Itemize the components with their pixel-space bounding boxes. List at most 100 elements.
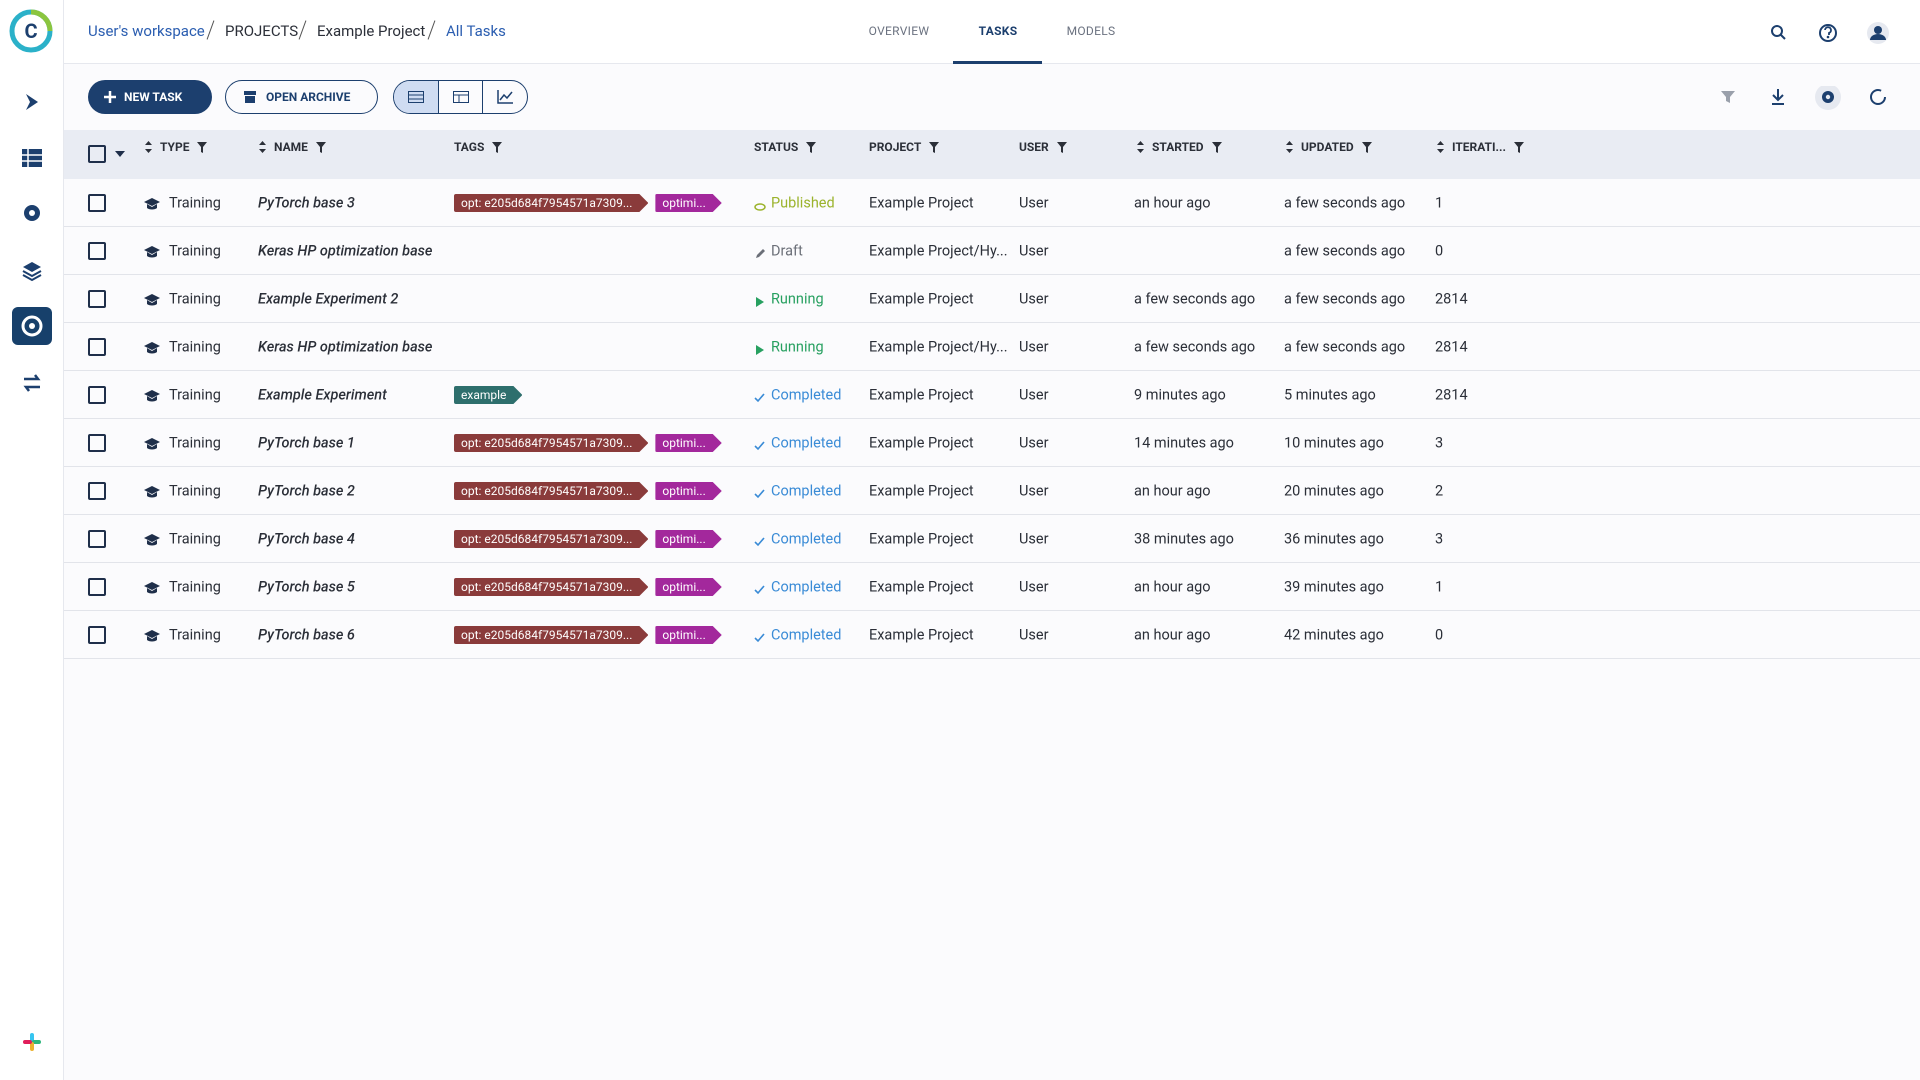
task-name[interactable]: PyTorch base 6 <box>258 626 355 644</box>
nav-models[interactable] <box>21 203 43 223</box>
row-checkbox[interactable] <box>88 482 106 500</box>
status-icon <box>754 533 766 552</box>
column-header[interactable]: TAGS <box>454 140 503 154</box>
breadcrumb[interactable]: PROJECTS <box>225 22 299 40</box>
table-view[interactable] <box>394 81 439 113</box>
column-header[interactable]: USER <box>1019 140 1067 154</box>
row-checkbox[interactable] <box>88 194 106 212</box>
updated: 39 minutes ago <box>1284 578 1384 596</box>
column-header[interactable]: PROJECT <box>869 140 940 154</box>
table-row[interactable] <box>64 419 1920 467</box>
settings[interactable] <box>1815 86 1841 110</box>
table-row[interactable] <box>64 179 1920 227</box>
table-row[interactable] <box>64 323 1920 371</box>
select-all-checkbox[interactable] <box>88 145 106 163</box>
chart-view[interactable] <box>483 81 527 113</box>
search-icon[interactable] <box>1771 25 1786 40</box>
table-row[interactable] <box>64 227 1920 275</box>
help-icon[interactable] <box>1819 24 1837 42</box>
task-name[interactable]: PyTorch base 5 <box>258 578 355 596</box>
row-checkbox[interactable] <box>88 290 106 308</box>
table-row[interactable] <box>64 515 1920 563</box>
task-name[interactable]: Example Experiment 2 <box>258 290 399 308</box>
iterations: 1 <box>1435 578 1444 596</box>
row-checkbox[interactable] <box>88 338 106 356</box>
started: an hour ago <box>1134 482 1211 500</box>
column-label: ITERATI... <box>1452 140 1506 154</box>
type-icon <box>144 340 160 359</box>
table-row[interactable] <box>64 611 1920 659</box>
status: Completed <box>771 434 842 452</box>
row-checkbox[interactable] <box>88 626 106 644</box>
select-menu[interactable] <box>115 151 125 157</box>
task-name[interactable]: Example Experiment <box>258 386 387 404</box>
task-name[interactable]: Keras HP optimization base <box>258 242 433 260</box>
column-header[interactable]: TYPE <box>145 140 208 154</box>
status: Completed <box>771 386 842 404</box>
updated: 36 minutes ago <box>1284 530 1384 548</box>
status: Completed <box>771 626 842 644</box>
open-archive-button[interactable]: OPEN ARCHIVE <box>225 80 378 114</box>
row-checkbox[interactable] <box>88 242 106 260</box>
auto-refresh[interactable] <box>1870 89 1886 105</box>
task-type: Training <box>169 290 221 308</box>
task-name[interactable]: PyTorch base 4 <box>258 530 355 548</box>
nav-pipelines[interactable] <box>22 92 42 112</box>
breadcrumb[interactable]: Example Project <box>317 22 426 40</box>
download[interactable] <box>1772 89 1784 105</box>
svg-text:C: C <box>24 19 37 43</box>
user: User <box>1019 482 1049 500</box>
user: User <box>1019 242 1049 260</box>
task-name[interactable]: PyTorch base 1 <box>258 434 355 452</box>
clear-filters[interactable] <box>1721 91 1735 103</box>
slack-icon[interactable] <box>22 1032 42 1052</box>
table-header <box>64 130 1920 179</box>
breadcrumb[interactable]: All Tasks <box>446 22 506 40</box>
task-name[interactable]: PyTorch base 2 <box>258 482 355 500</box>
column-header[interactable]: ITERATI... <box>1437 140 1524 154</box>
nav-datasets[interactable] <box>21 148 43 168</box>
tag: opt: e205d684f7954571a7309... <box>454 482 648 500</box>
details-view[interactable] <box>439 81 484 113</box>
view-toggle <box>393 80 528 114</box>
tab[interactable]: TASKS <box>978 24 1018 38</box>
status-icon <box>754 341 766 360</box>
nav-layers[interactable] <box>21 260 43 282</box>
table-row[interactable] <box>64 275 1920 323</box>
breadcrumb[interactable]: User's workspace <box>88 22 205 40</box>
tab[interactable]: OVERVIEW <box>868 24 930 38</box>
column-header[interactable]: STATUS <box>754 140 817 154</box>
new-task-button[interactable]: NEW TASK <box>88 80 212 114</box>
tag: opt: e205d684f7954571a7309... <box>454 626 648 644</box>
row-checkbox[interactable] <box>88 386 106 404</box>
task-name[interactable]: Keras HP optimization base <box>258 338 433 356</box>
nav-experiments-active[interactable] <box>12 307 52 345</box>
column-header[interactable]: STARTED <box>1137 140 1222 154</box>
started: 14 minutes ago <box>1134 434 1234 452</box>
row-checkbox[interactable] <box>88 530 106 548</box>
table-row[interactable] <box>64 467 1920 515</box>
column-header[interactable]: NAME <box>259 140 326 154</box>
iterations: 1 <box>1435 194 1444 212</box>
status: Running <box>771 338 824 356</box>
column-header[interactable]: UPDATED <box>1286 140 1372 154</box>
status-icon <box>754 197 766 216</box>
started: 9 minutes ago <box>1134 386 1226 404</box>
table-row[interactable] <box>64 563 1920 611</box>
row-checkbox[interactable] <box>88 434 106 452</box>
nav-workers[interactable] <box>21 372 43 394</box>
iterations: 3 <box>1435 530 1444 548</box>
task-name[interactable]: PyTorch base 3 <box>258 194 355 212</box>
tab[interactable]: MODELS <box>1066 24 1116 38</box>
logo[interactable]: C <box>8 8 54 54</box>
tag: opt: e205d684f7954571a7309... <box>454 194 648 212</box>
status: Completed <box>771 482 842 500</box>
status-icon <box>754 245 766 264</box>
iterations: 0 <box>1435 626 1444 644</box>
type-icon <box>144 244 160 263</box>
table-row[interactable] <box>64 371 1920 419</box>
iterations: 2814 <box>1435 386 1468 404</box>
row-checkbox[interactable] <box>88 578 106 596</box>
avatar[interactable] <box>1867 22 1889 44</box>
project: Example Project/Hy... <box>869 242 1008 260</box>
